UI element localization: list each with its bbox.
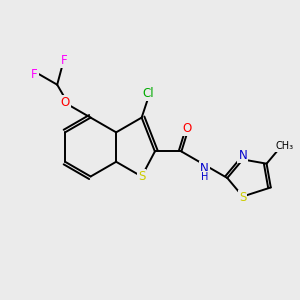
Text: O: O (182, 122, 192, 135)
Text: N: N (238, 149, 247, 162)
Text: CH₃: CH₃ (275, 141, 293, 152)
Text: N: N (200, 162, 209, 175)
Text: H: H (201, 172, 208, 182)
Text: Cl: Cl (142, 87, 154, 100)
Text: F: F (61, 54, 68, 67)
Text: S: S (138, 170, 145, 183)
Text: O: O (61, 96, 70, 109)
Text: S: S (239, 191, 247, 204)
Text: F: F (31, 68, 38, 81)
